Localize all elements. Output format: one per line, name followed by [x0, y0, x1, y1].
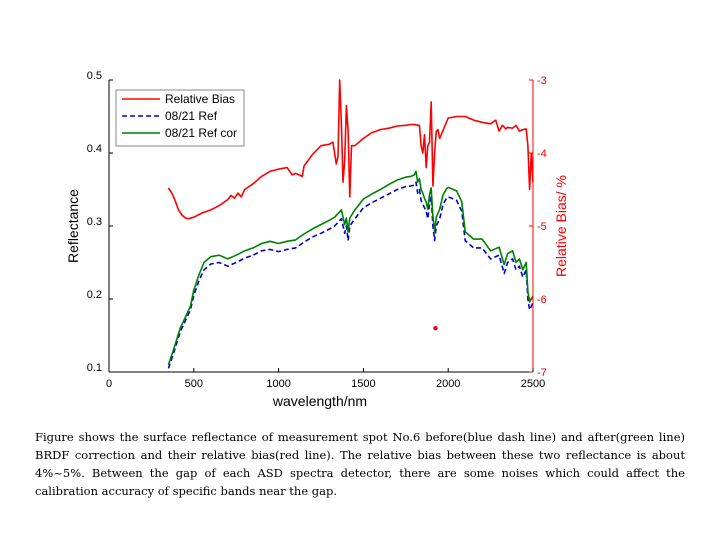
y-tick-label: 0.4: [87, 143, 102, 155]
series-line-08-21-ref-cor: [167, 170, 534, 365]
y-tick-label: 0.3: [87, 216, 102, 228]
x-axis-label: wavelength/nm: [272, 393, 367, 409]
x-tick-label: 500: [185, 378, 203, 390]
y2-tick-label: -6: [537, 294, 547, 306]
y2-tick-label: -7: [537, 367, 547, 379]
series-line-08-21-ref: [167, 181, 534, 369]
y2-tick-label: -5: [537, 221, 547, 233]
y-tick-label: 0.5: [87, 70, 102, 82]
x-tick-label: 1000: [266, 378, 290, 390]
figure-caption: Figure shows the surface reflectance of …: [35, 430, 685, 498]
y-tick-label: 0.2: [87, 289, 102, 301]
y2-tick-label: -3: [537, 75, 547, 87]
x-tick-label: 0: [106, 378, 112, 390]
series-layer: [167, 79, 534, 369]
x-tick-label: 2500: [521, 378, 545, 390]
x-tick-label: 2000: [436, 378, 460, 390]
legend: Relative Bias 08/21 Ref 08/21 Ref cor: [115, 89, 245, 147]
legend-label-relative-bias: Relative Bias: [165, 92, 235, 106]
chart: 0 500 1000 1500 2000 2500 0.1 0.2 0.3 0.4 0.5 -7 -6 -…: [65, 70, 569, 409]
legend-label-ref: 08/21 Ref: [165, 109, 218, 123]
outlier-point: [433, 326, 438, 331]
legend-label-ref-cor: 08/21 Ref cor: [165, 126, 237, 140]
y2-axis-label: Relative Bias/ %: [553, 175, 569, 277]
y2-tick-label: -4: [537, 148, 547, 160]
y-tick-label: 0.1: [87, 362, 102, 374]
y-axis-label: Reflectance: [65, 189, 81, 263]
axes-layer: 0 500 1000 1500 2000 2500 0.1 0.2 0.3 0.4 0.5 -7 -6 -…: [87, 70, 547, 390]
series-line-relative-bias: [167, 79, 534, 220]
x-tick-label: 1500: [351, 378, 375, 390]
